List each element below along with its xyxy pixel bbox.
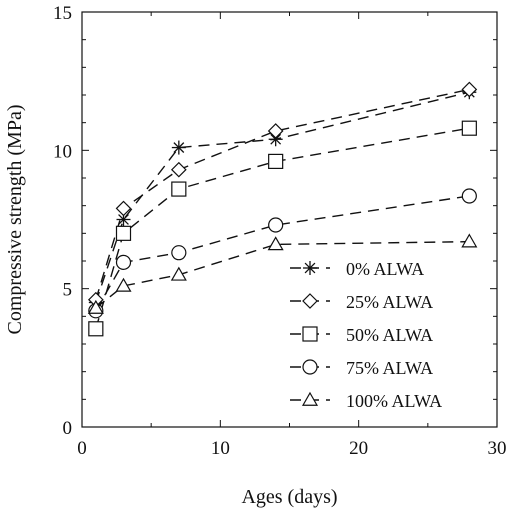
y-axis-title: Compressive strength (MPa) [4,105,26,335]
y-tick-label: 5 [63,280,73,301]
y-tick-label: 15 [53,3,72,24]
ticks-group: 0 10 20 30 0 5 10 15 [53,3,507,459]
legend-label: 75% ALWA [346,358,433,378]
marker-triangle [115,277,132,292]
marker-triangle [301,391,319,406]
data-point-100-alwa [461,233,478,248]
legend-marker [301,391,319,406]
data-point-25-alwa [461,81,478,98]
marker-asterisk-stroke [270,133,282,145]
x-axis-title: Ages (days) [241,486,337,508]
legend-label: 25% ALWA [346,292,433,312]
marker-triangle [267,236,284,251]
data-point-100-alwa [267,236,284,251]
x-tick-label: 30 [488,438,507,459]
marker-diamond [115,200,132,217]
legend-item-0-alwa: 0% ALWA [290,259,424,279]
data-point-25-alwa [170,161,187,178]
marker-diamond [267,123,284,139]
legend-label: 0% ALWA [346,259,424,279]
legend-label: 100% ALWA [346,391,442,411]
data-point-100-alwa [170,266,187,281]
legend-group: 0% ALWA 25% ALWA 50% ALWA 75% ALWA 100% ALWA [290,259,442,411]
data-point-50-alwa [268,153,284,169]
legend-marker [303,261,317,275]
data-point-25-alwa [115,200,132,217]
x-tick-label: 0 [77,438,87,459]
data-point-50-alwa [88,321,104,337]
marker-diamond [461,81,478,98]
data-point-0-alwa [171,140,186,155]
data-point-50-alwa [171,181,187,197]
marker-square [302,326,318,342]
data-point-75-alwa [115,254,132,270]
marker-circle [302,359,318,375]
data-point-25-alwa [267,123,284,139]
data-point-75-alwa [461,188,477,204]
marker-square [88,321,104,337]
marker-circle [115,254,132,270]
marker-triangle [170,266,187,281]
legend-item-75-alwa: 75% ALWA [290,358,433,378]
y-tick-label: 0 [63,418,73,439]
legend-marker [302,359,318,375]
data-point-100-alwa [87,299,104,314]
legend-marker [302,326,318,342]
marker-diamond [302,293,318,309]
data-point-100-alwa [115,277,132,292]
marker-circle [268,217,284,233]
marker-square [461,120,477,136]
data-point-75-alwa [268,217,284,233]
data-point-50-alwa [461,120,477,136]
legend-item-100-alwa: 100% ALWA [290,391,442,411]
marker-square [171,181,187,197]
marker-asterisk-stroke [304,262,316,274]
marker-asterisk-stroke [118,214,129,225]
marker-square [115,225,132,241]
plot-frame [81,11,498,428]
x-tick-label: 10 [211,438,230,459]
marker-triangle [461,233,478,248]
data-point-75-alwa [171,245,187,261]
x-tick-label: 20 [349,438,368,459]
legend-item-25-alwa: 25% ALWA [290,292,433,312]
data-point-50-alwa [115,225,132,241]
legend-marker [302,293,318,309]
marker-asterisk-stroke [173,142,185,153]
marker-diamond [170,161,187,178]
legend-label: 50% ALWA [346,325,433,345]
marker-triangle [87,299,104,314]
marker-square [268,153,284,169]
series-line-0-alwa [95,91,470,303]
plot-frame-group [81,11,498,428]
series-group [87,81,478,337]
y-tick-label: 10 [53,141,72,162]
marker-circle [461,188,477,204]
marker-circle [171,245,187,261]
legend-item-50-alwa: 50% ALWA [290,325,433,345]
